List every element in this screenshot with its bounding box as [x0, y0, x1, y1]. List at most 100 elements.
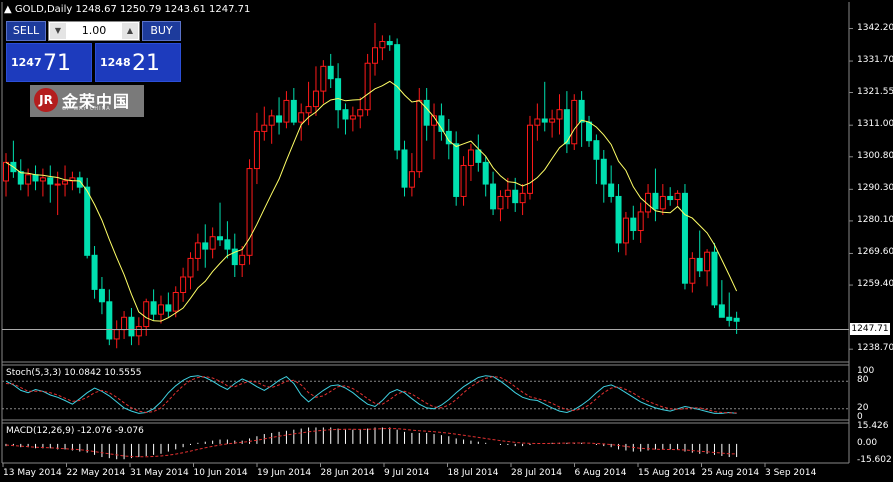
- candle-body: [25, 174, 32, 185]
- candle-body: [416, 99, 423, 173]
- price-tick-label: 1331.70: [857, 55, 893, 66]
- stoch-label: Stoch(5,3,3) 10.0842 10.5555: [6, 368, 142, 378]
- candle-body: [372, 47, 378, 64]
- candle-body: [586, 121, 593, 142]
- stoch-signal-line: [5, 376, 737, 414]
- candle-body: [54, 183, 61, 186]
- price-tick-label: 1321.55: [857, 86, 893, 97]
- date-tick-label: 18 Jul 2014: [447, 468, 499, 478]
- stoch-level-label: 80: [857, 375, 869, 386]
- candle-body: [231, 248, 238, 266]
- candle-body: [512, 189, 519, 204]
- candle-body: [681, 192, 688, 284]
- candle-body: [143, 301, 150, 328]
- stochastic-pane: [2, 375, 849, 414]
- date-tick-label: 25 Aug 2014: [701, 468, 760, 478]
- symbol-header: ▲ GOLD,Daily 1248.67 1250.79 1243.61 124…: [4, 4, 250, 15]
- stoch-level-label: 100: [857, 366, 875, 376]
- lot-size-input[interactable]: ▼ 1.00 ▲: [48, 21, 140, 41]
- candle-body: [482, 161, 489, 185]
- candle-body: [556, 109, 563, 120]
- candle-body: [689, 257, 696, 284]
- candle-body: [637, 211, 644, 232]
- candle-body: [357, 109, 364, 117]
- moving-average-line: [5, 80, 738, 322]
- candle-body: [335, 78, 342, 111]
- macd-label: MACD(12,26,9) -12.076 -9.076: [6, 426, 144, 436]
- logo-mark-icon: JR: [34, 88, 58, 112]
- candle-body: [268, 115, 275, 126]
- candle-body: [401, 149, 408, 188]
- candle-body: [187, 257, 194, 278]
- buy-price-box[interactable]: 1248 21: [95, 43, 181, 82]
- candle-body: [76, 177, 83, 188]
- candle-body: [312, 90, 319, 108]
- candle-body: [172, 291, 179, 312]
- candle-body: [298, 112, 305, 123]
- macd-pane: [5, 427, 738, 460]
- sell-price-box[interactable]: 1247 71: [6, 43, 92, 82]
- candle-body: [571, 99, 578, 145]
- candle-body: [106, 301, 113, 340]
- symbol-label: GOLD,Daily: [14, 4, 73, 15]
- lot-value: 1.00: [81, 24, 107, 37]
- price-tick-label: 1238.70: [857, 343, 893, 354]
- macd-signal-line: [5, 427, 737, 458]
- price-pane: [2, 22, 853, 467]
- broker-logo: JR 金荣中国 GP WAY CHINA: [30, 85, 144, 117]
- candle-body: [165, 304, 172, 312]
- candle-body: [733, 317, 740, 322]
- lot-decrease-button[interactable]: ▼: [50, 23, 66, 39]
- date-tick-label: 28 Jun 2014: [320, 468, 375, 478]
- candle-body: [180, 276, 187, 293]
- candle-body: [578, 99, 585, 123]
- candle-body: [445, 130, 452, 145]
- candle-body: [563, 109, 570, 145]
- sell-price-pips: 71: [43, 51, 71, 76]
- buy-price-pips: 21: [132, 51, 160, 76]
- candle-body: [408, 171, 415, 188]
- candle-body: [305, 106, 312, 114]
- candle-body: [290, 99, 297, 123]
- candle-body: [150, 301, 157, 315]
- logo-subtext: GP WAY CHINA: [62, 106, 111, 112]
- candle-body: [394, 44, 401, 151]
- candle-body: [84, 186, 91, 256]
- date-tick-label: 10 Jun 2014: [193, 468, 248, 478]
- candle-body: [283, 99, 290, 123]
- candle-body: [504, 189, 511, 197]
- price-tick-label: 1311.00: [857, 119, 893, 130]
- candle-body: [253, 130, 260, 170]
- buy-button[interactable]: BUY: [142, 21, 181, 41]
- price-tick-label: 1269.60: [857, 247, 893, 258]
- candle-body: [209, 236, 216, 250]
- lot-increase-button[interactable]: ▲: [122, 23, 138, 39]
- candle-body: [608, 183, 615, 197]
- candle-body: [91, 254, 98, 290]
- candle-body: [704, 251, 711, 272]
- candle-body: [62, 180, 69, 185]
- chevron-down-icon: ▼: [54, 26, 62, 35]
- candle-body: [630, 217, 637, 232]
- chevron-up-icon: ▲: [126, 26, 134, 35]
- candle-body: [32, 174, 39, 182]
- candle-body: [490, 183, 497, 210]
- candle-body: [327, 65, 334, 80]
- candle-body: [224, 239, 231, 250]
- candle-body: [194, 242, 201, 259]
- candle-body: [549, 118, 556, 123]
- sell-button[interactable]: SELL: [6, 21, 46, 41]
- candle-body: [276, 115, 283, 123]
- price-tick-label: 1280.10: [857, 214, 893, 225]
- candle-body: [622, 217, 629, 244]
- candle-body: [342, 109, 349, 120]
- candle-body: [534, 118, 541, 126]
- price-tick-label: 1290.30: [857, 183, 893, 194]
- header-triangle-icon: ▲: [4, 4, 12, 15]
- candle-body: [726, 316, 733, 321]
- candle-body: [17, 171, 24, 185]
- candle-body: [453, 143, 460, 197]
- candle-body: [113, 329, 120, 340]
- candle-body: [711, 251, 718, 306]
- date-tick-label: 6 Aug 2014: [574, 468, 627, 478]
